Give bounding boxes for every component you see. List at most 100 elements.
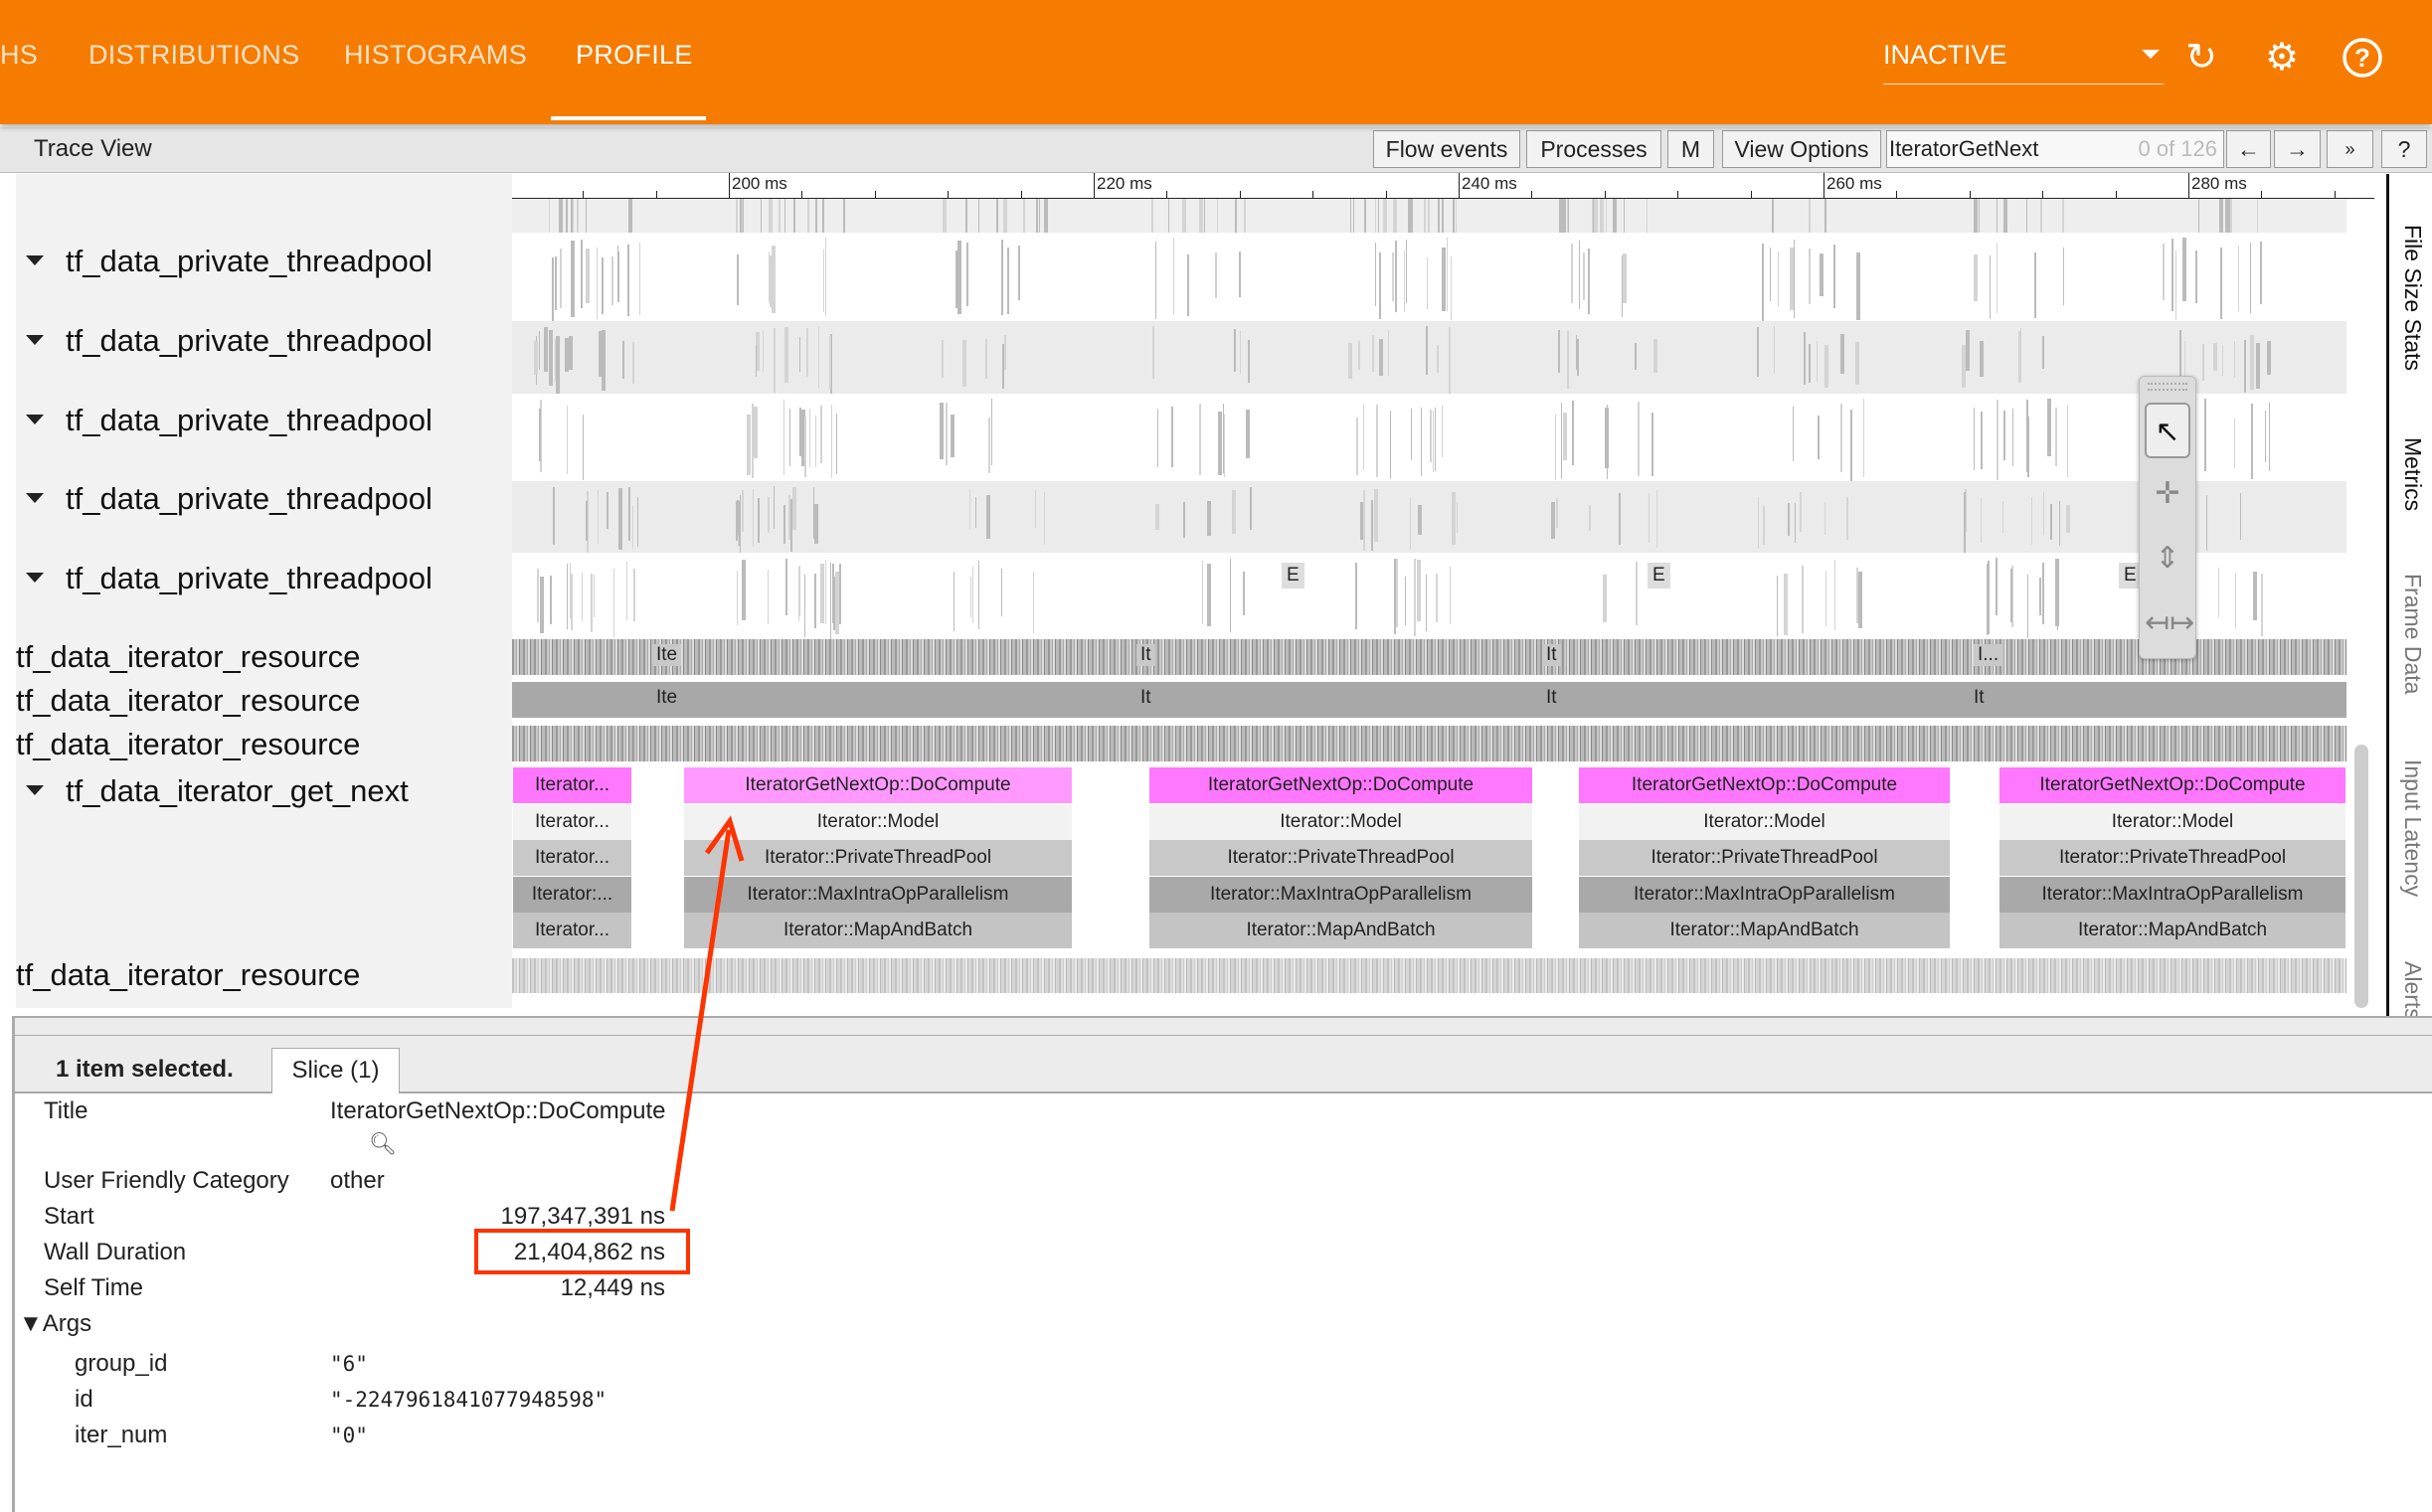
- trace-event[interactable]: [638, 242, 641, 315]
- trace-event[interactable]: [1605, 199, 1608, 233]
- trace-event[interactable]: [1974, 199, 1979, 233]
- slice-iterator[interactable]: Iterator::Model: [1579, 803, 1950, 840]
- trace-event[interactable]: [2233, 340, 2236, 378]
- trace-event[interactable]: [554, 339, 557, 382]
- trace-event[interactable]: [1156, 409, 1159, 467]
- trace-event[interactable]: [1980, 497, 1983, 544]
- trace-event[interactable]: [1408, 199, 1413, 233]
- trace-event[interactable]: [612, 569, 614, 638]
- trace-event[interactable]: [1007, 247, 1009, 315]
- trace-event[interactable]: [571, 199, 573, 233]
- trace-event[interactable]: [1996, 242, 1998, 314]
- trace-event[interactable]: [553, 486, 555, 545]
- trace-event[interactable]: [1405, 239, 1408, 303]
- trace-event[interactable]: [1181, 199, 1186, 233]
- trace-event[interactable]: [985, 338, 987, 379]
- trace-event[interactable]: [2229, 199, 2231, 233]
- trace-event[interactable]: [632, 342, 634, 385]
- trace-event[interactable]: [2039, 199, 2042, 233]
- trace-event[interactable]: [2205, 495, 2208, 551]
- trace-event[interactable]: [1151, 199, 1153, 233]
- trace-event[interactable]: [737, 254, 739, 305]
- trace-event[interactable]: [2046, 399, 2051, 457]
- trace-event[interactable]: [830, 404, 833, 479]
- trace-event[interactable]: [2224, 199, 2229, 233]
- trace-event[interactable]: [793, 199, 795, 233]
- trace-event[interactable]: [1978, 199, 1981, 233]
- trace-event[interactable]: [1578, 241, 1581, 309]
- trace-event[interactable]: [558, 199, 563, 233]
- slice-iterator[interactable]: Iterator::Model: [684, 803, 1072, 840]
- trace-event[interactable]: [1442, 247, 1447, 311]
- trace-event[interactable]: [1437, 344, 1439, 373]
- trace-event[interactable]: [1638, 401, 1640, 477]
- trace-event[interactable]: [1792, 406, 1795, 462]
- trace-event[interactable]: [2066, 406, 2069, 477]
- trace-event[interactable]: [1594, 199, 1596, 233]
- trace-event[interactable]: [977, 560, 980, 629]
- slice-iterator[interactable]: Iterator::MaxIntraOpParallelism: [1999, 876, 2345, 913]
- trace-event[interactable]: [785, 559, 787, 615]
- trace-event[interactable]: [540, 576, 544, 633]
- trace-event[interactable]: [965, 199, 967, 233]
- trace-event[interactable]: [1571, 243, 1573, 304]
- trace-event[interactable]: [539, 408, 541, 462]
- trace-event[interactable]: [607, 491, 608, 530]
- trace-event[interactable]: [631, 505, 634, 550]
- trace-event[interactable]: [1395, 240, 1397, 312]
- trace-event[interactable]: [2252, 572, 2257, 620]
- trace-event[interactable]: [2264, 410, 2267, 462]
- trace-event[interactable]: [943, 199, 948, 233]
- trace-event[interactable]: [783, 505, 785, 545]
- trace-event[interactable]: [2212, 343, 2217, 372]
- trace-event[interactable]: [548, 199, 551, 233]
- trace-event[interactable]: [1036, 199, 1038, 233]
- trace-event[interactable]: [1996, 558, 1998, 616]
- trace-event[interactable]: [986, 494, 991, 540]
- select-pointer-icon[interactable]: ↖: [2145, 403, 2190, 458]
- trace-event[interactable]: [1436, 574, 1438, 623]
- trace-event[interactable]: [790, 498, 792, 552]
- trace-event[interactable]: [616, 246, 619, 301]
- slice-label[interactable]: Ite: [652, 687, 682, 709]
- trace-event[interactable]: [1809, 199, 1811, 233]
- trace-event[interactable]: [2027, 417, 2029, 478]
- event-marker[interactable]: E: [1648, 563, 1670, 588]
- trace-event[interactable]: [1430, 409, 1432, 462]
- trace-event[interactable]: [1794, 502, 1797, 543]
- trace-event[interactable]: [1154, 241, 1157, 320]
- trace-event[interactable]: [1809, 248, 1811, 305]
- run-dropdown[interactable]: INACTIVE: [1883, 40, 2164, 84]
- collapse-triangle-icon[interactable]: [26, 492, 44, 503]
- trace-event[interactable]: [627, 199, 632, 233]
- trace-event[interactable]: [835, 572, 840, 634]
- trace-event[interactable]: [2251, 404, 2253, 479]
- trace-event[interactable]: [1455, 199, 1458, 233]
- trace-event[interactable]: [2230, 199, 2232, 233]
- trace-event[interactable]: [2055, 408, 2057, 467]
- slice-iterator[interactable]: Iterator::MapAndBatch: [1579, 913, 1950, 948]
- track-label[interactable]: tf_data_private_threadpool: [26, 481, 433, 517]
- trace-event[interactable]: [1655, 490, 1658, 549]
- trace-event[interactable]: [1363, 489, 1365, 552]
- trace-event[interactable]: [1855, 342, 1860, 386]
- trace-event[interactable]: [1857, 571, 1862, 629]
- trace-event[interactable]: [803, 575, 806, 637]
- trace-event[interactable]: [1606, 405, 1609, 480]
- trace-event[interactable]: [1773, 326, 1776, 375]
- trace-event[interactable]: [566, 563, 569, 630]
- trace-event[interactable]: [2234, 573, 2237, 628]
- trace-event[interactable]: [1389, 411, 1392, 479]
- trace-event[interactable]: [1229, 559, 1232, 632]
- trace-event[interactable]: [1800, 491, 1802, 533]
- trace-event[interactable]: [824, 238, 827, 316]
- trace-event[interactable]: [752, 403, 754, 478]
- trace-event[interactable]: [1442, 199, 1444, 233]
- trace-event[interactable]: [1407, 199, 1410, 233]
- trace-event[interactable]: [636, 497, 639, 548]
- trace-event[interactable]: [1348, 342, 1353, 380]
- trace-event[interactable]: [1846, 496, 1848, 541]
- trace-event[interactable]: [538, 330, 541, 371]
- trace-event[interactable]: [1453, 199, 1455, 233]
- trace-event[interactable]: [1567, 331, 1569, 390]
